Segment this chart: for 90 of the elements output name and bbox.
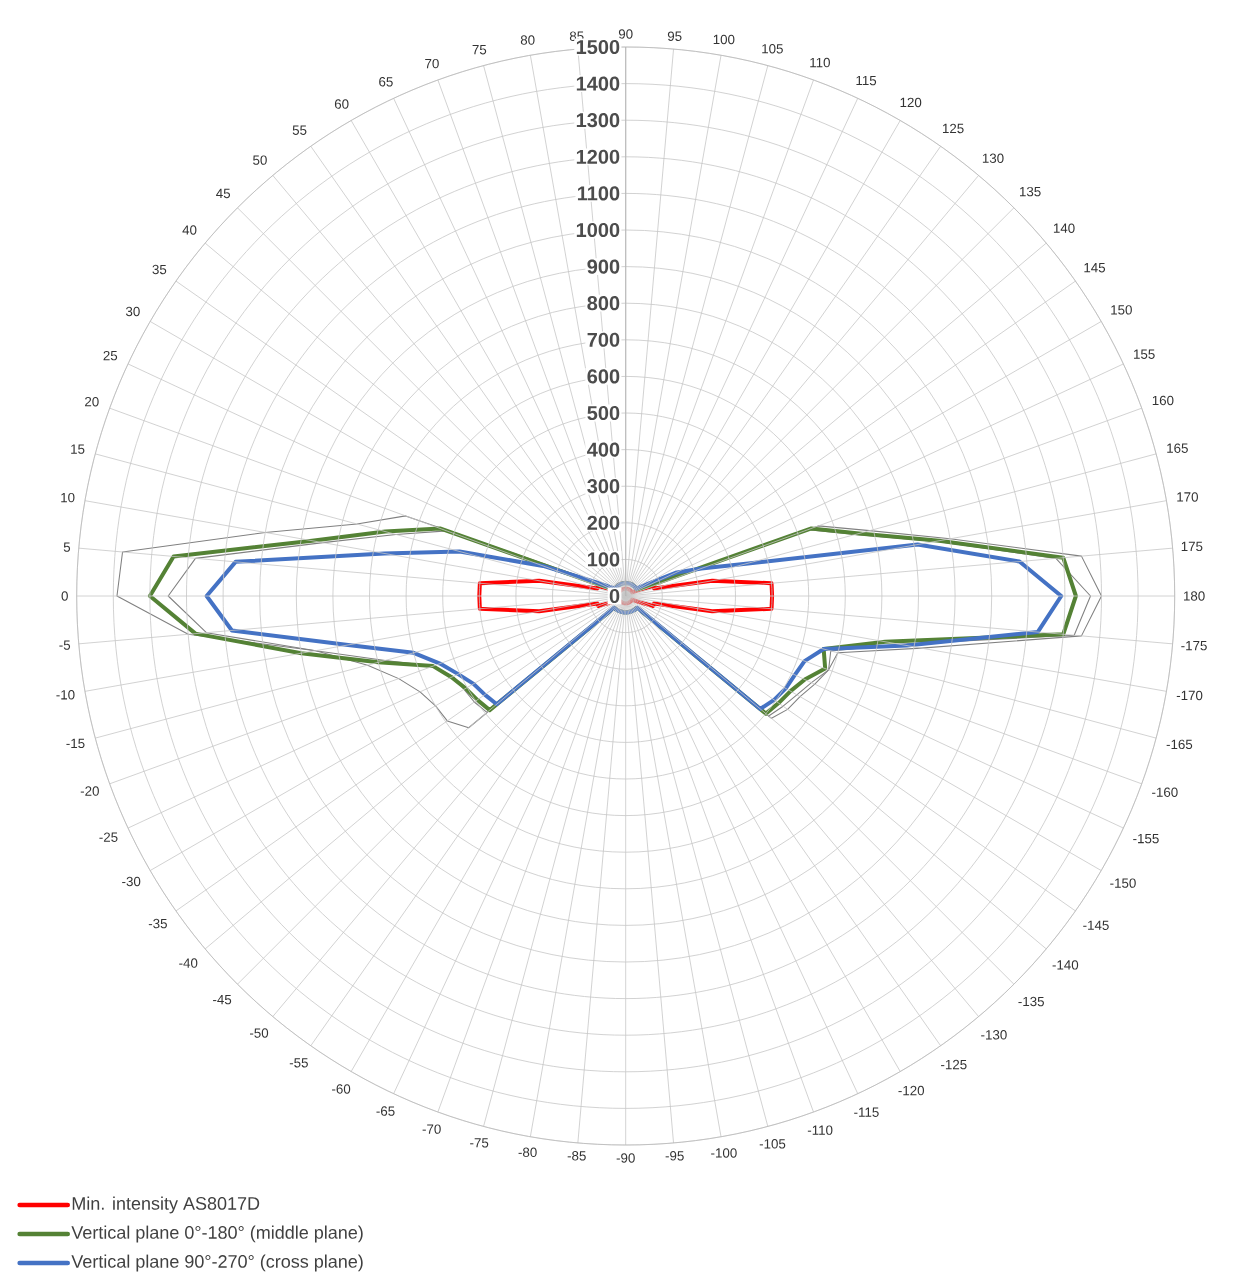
y-tick-label: 500 (587, 405, 620, 421)
legend-label: Vertical plane 0°-180° (middle plane) (71, 1225, 363, 1243)
spoke-label: 50 (253, 155, 267, 165)
spoke-label: 65 (379, 77, 393, 87)
spoke-label: -140 (1052, 960, 1079, 970)
y-tick-label: 400 (587, 442, 620, 457)
y-tick-label: 1000 (577, 222, 620, 238)
y-tick-label: 1300 (577, 113, 620, 128)
y-tick-label: 900 (587, 259, 620, 274)
spoke-label: 145 (1084, 263, 1106, 273)
y-tick-label: 1400 (577, 76, 620, 91)
spoke-label: 40 (182, 225, 197, 235)
spoke-label: 105 (762, 44, 784, 54)
spoke-label: 170 (1177, 492, 1199, 502)
spoke-label: 160 (1152, 395, 1174, 406)
spoke-label: 10 (61, 492, 75, 503)
spoke-label: -55 (289, 1058, 309, 1068)
spoke-label: -110 (808, 1125, 833, 1135)
spoke-label: -120 (898, 1085, 925, 1096)
spoke-label: -105 (759, 1139, 786, 1149)
spoke-label: 175 (1181, 541, 1203, 552)
legend-label: Vertical plane 90°-270° (cross plane) (71, 1254, 363, 1272)
y-tick-label: 700 (587, 332, 620, 347)
spoke-label: -20 (80, 786, 100, 796)
spoke-label: 25 (103, 350, 118, 361)
spoke-label: 165 (1167, 443, 1189, 453)
spoke-label: 125 (943, 123, 964, 134)
y-tick-label: 200 (587, 515, 620, 530)
spoke-label: -45 (213, 994, 232, 1005)
spoke-label: -150 (1110, 878, 1136, 888)
spoke-label: 70 (425, 58, 439, 69)
spoke-label: 115 (856, 75, 877, 86)
spoke-label: 45 (216, 188, 231, 199)
spoke-label: 55 (292, 125, 307, 135)
spoke-label: 100 (713, 34, 735, 45)
spoke-label: 155 (1134, 349, 1155, 359)
spoke-label: -65 (376, 1106, 395, 1116)
spoke-label: -135 (1018, 996, 1045, 1007)
y-tick-label: 100 (588, 552, 620, 567)
spoke-label: -5 (59, 640, 71, 650)
y-tick-label: 800 (587, 296, 620, 311)
spoke-label: 140 (1054, 223, 1075, 233)
spoke-label: 30 (126, 306, 140, 317)
spoke-label: 135 (1020, 186, 1041, 197)
spoke-label: 0 (61, 591, 69, 601)
spoke-label: 95 (668, 31, 682, 41)
spoke-label: -70 (422, 1124, 441, 1134)
y-tick-label: 300 (587, 479, 620, 494)
spoke-label: -30 (122, 876, 141, 887)
spoke-label: 15 (71, 444, 85, 454)
spoke-label: 75 (472, 45, 487, 55)
spoke-label: 60 (335, 99, 349, 109)
spoke-label: -100 (711, 1148, 737, 1158)
spoke-label: -35 (148, 918, 168, 929)
spoke-label: -85 (567, 1151, 586, 1161)
spoke-label: 90 (619, 29, 633, 39)
spoke-label: -60 (332, 1084, 351, 1094)
spoke-label: -90 (616, 1153, 635, 1163)
legend-label: Min. intensity AS8017D (72, 1196, 260, 1214)
spoke-label: -145 (1083, 920, 1109, 930)
spoke-label: 120 (900, 97, 922, 108)
spoke-label: -130 (981, 1030, 1007, 1040)
y-tick-label: 1100 (578, 186, 620, 201)
spoke-label: -25 (99, 832, 118, 842)
spoke-label: -15 (66, 738, 85, 749)
spoke-label: 20 (85, 396, 99, 407)
y-tick-label: 1200 (577, 149, 620, 164)
spoke-label: 5 (63, 542, 71, 552)
spoke-label: 180 (1184, 591, 1205, 601)
spoke-label: -160 (1152, 787, 1178, 797)
spoke-label: -175 (1181, 641, 1207, 651)
spoke-label: 80 (521, 35, 535, 45)
spoke-label: -10 (56, 690, 75, 700)
spoke-label: -170 (1176, 690, 1203, 701)
spoke-label: -115 (854, 1107, 879, 1117)
spoke-label: -125 (941, 1059, 967, 1070)
spoke-label: -75 (470, 1138, 489, 1148)
spoke-label: -155 (1133, 833, 1159, 844)
y-tick-label: 0 (609, 588, 620, 604)
spoke-label: 150 (1111, 305, 1133, 315)
y-tick-label: 1500 (577, 39, 620, 55)
spoke-label: -165 (1166, 739, 1193, 750)
y-tick-label: 600 (587, 369, 620, 384)
spoke-label: -40 (179, 958, 198, 968)
spoke-label: -80 (518, 1147, 537, 1158)
spoke-label: 35 (152, 264, 167, 275)
spoke-label: 110 (810, 57, 831, 68)
spoke-label: 130 (983, 153, 1004, 163)
spoke-label: -95 (665, 1151, 684, 1161)
spoke-label: -50 (250, 1028, 269, 1038)
